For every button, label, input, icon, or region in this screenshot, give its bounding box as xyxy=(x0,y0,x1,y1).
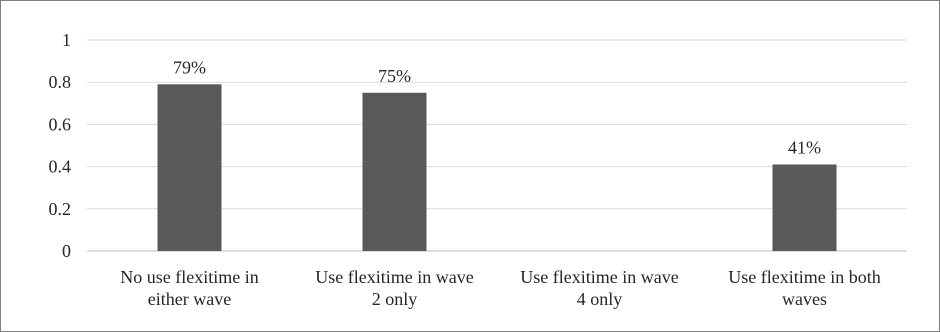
bar xyxy=(772,164,837,251)
category-label: either wave xyxy=(148,289,231,309)
data-label: 41% xyxy=(788,137,821,157)
y-tick-label: 0.8 xyxy=(49,72,72,92)
y-tick-label: 0 xyxy=(62,241,71,261)
bar xyxy=(157,84,222,251)
category-label: waves xyxy=(782,289,827,309)
bars xyxy=(157,84,837,251)
y-tick-label: 0.2 xyxy=(49,199,72,219)
data-label: 75% xyxy=(378,66,411,86)
data-labels: 79% 75% 41% xyxy=(173,57,821,157)
category-label: Use flexitime in wave xyxy=(315,267,473,287)
category-label: Use flexitime in wave xyxy=(520,267,678,287)
category-label: No use flexitime in xyxy=(120,267,258,287)
category-label: 2 only xyxy=(372,289,418,309)
bar xyxy=(362,92,427,251)
y-tick-label: 0.6 xyxy=(49,114,72,134)
category-label: 4 only xyxy=(577,289,623,309)
y-tick-label: 1 xyxy=(62,30,71,50)
gridlines xyxy=(87,39,907,252)
category-label: Use flexitime in both xyxy=(728,267,880,287)
data-label: 79% xyxy=(173,57,206,77)
y-tick-label: 0.4 xyxy=(49,157,72,177)
y-axis: 0 0.2 0.4 0.6 0.8 1 xyxy=(49,30,72,261)
